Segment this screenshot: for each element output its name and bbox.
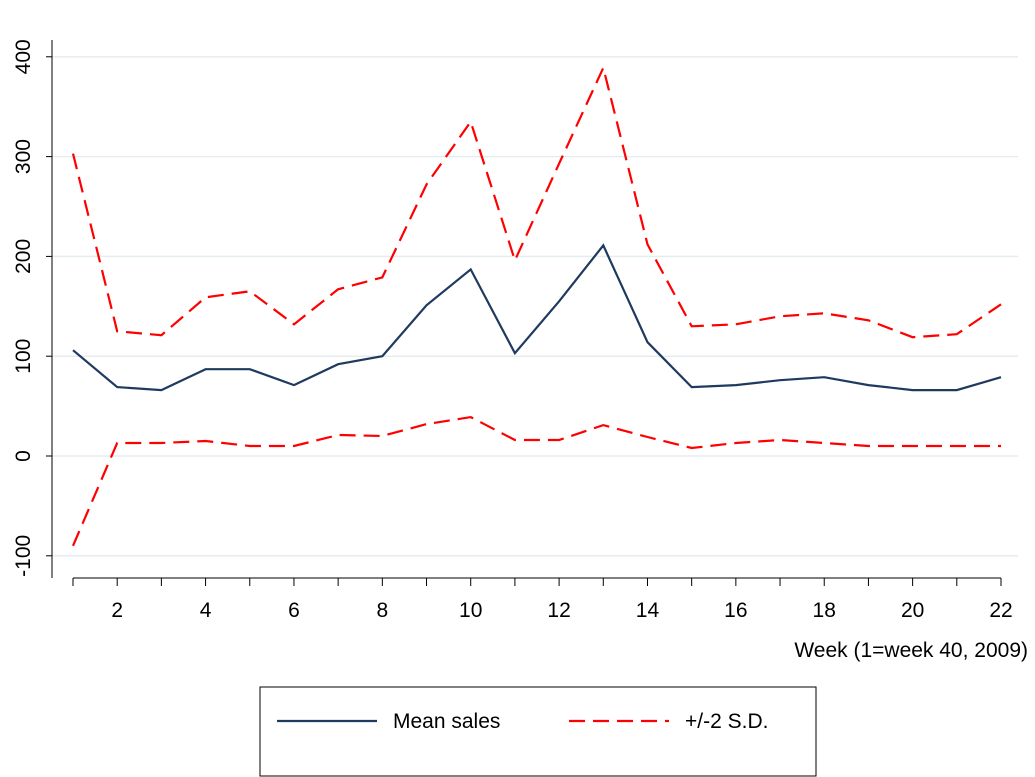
axes [46,40,1002,586]
y-tick-label-3: 200 [12,239,35,274]
x-tick-label-2: 6 [288,599,300,622]
legend-label-1: +/-2 S.D. [685,710,768,733]
x-tick-label-5: 12 [547,599,570,622]
y-tick-label-4: 300 [12,139,35,174]
y-tick-label-5: 400 [12,39,35,74]
legend: Mean sales +/-2 S.D. [259,686,817,777]
series-lines [71,64,1002,547]
series-line-1 [71,64,1002,339]
grid-lines [52,56,1018,557]
series-line-0 [72,243,1002,392]
x-tick-label-1: 4 [200,599,212,622]
x-tick-label-4: 10 [459,599,482,622]
x-axis-title: Week (1=week 40, 2009) [794,639,1028,662]
x-tick-label-6: 14 [636,599,660,622]
x-tick-label-7: 16 [724,599,747,622]
x-tick-label-8: 18 [813,599,836,622]
tick-labels: -100 0 100 200 300 400 2 4 6 8 10 12 14 16 18 20 22 [12,39,1013,622]
x-tick-label-9: 20 [901,599,924,622]
y-tick-label-0: -100 [12,535,35,577]
y-tick-label-1: 0 [12,450,35,462]
x-tick-label-3: 8 [376,599,388,622]
legend-label-0: Mean sales [393,710,500,733]
legend-box [259,686,817,777]
series-line-2 [71,415,1001,547]
x-tick-label-10: 22 [989,599,1012,622]
y-tick-label-2: 100 [12,339,35,374]
x-tick-label-0: 2 [111,599,123,622]
